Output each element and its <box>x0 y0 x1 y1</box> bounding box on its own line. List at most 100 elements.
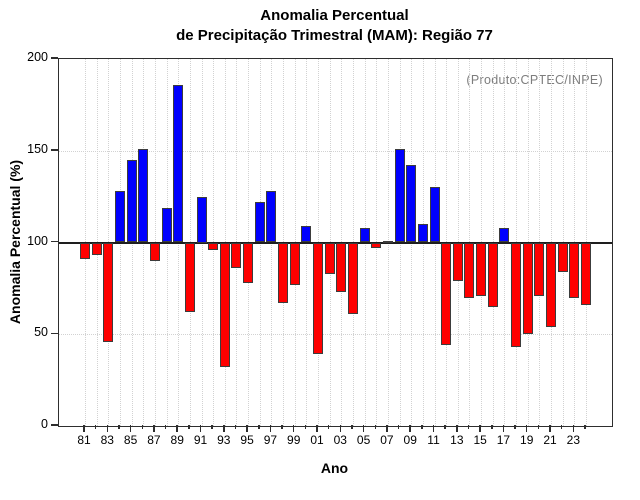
x-tick <box>118 425 120 429</box>
baseline-100 <box>59 241 612 244</box>
x-tick <box>584 425 586 429</box>
x-tick-label: 09 <box>403 433 417 447</box>
x-tick-label: 13 <box>450 433 464 447</box>
x-tick <box>129 425 132 432</box>
bar-13 <box>452 242 463 282</box>
x-tick <box>94 425 97 429</box>
bar-90 <box>184 242 195 313</box>
bar-83 <box>103 242 114 342</box>
bar-18 <box>511 242 522 348</box>
bar-84 <box>114 191 125 243</box>
x-tick-label: 11 <box>427 433 440 447</box>
x-tick-label: 19 <box>520 433 534 447</box>
y-tick <box>51 240 58 243</box>
x-tick <box>176 425 178 432</box>
x-tick <box>549 425 551 432</box>
x-tick-label: 85 <box>123 433 138 447</box>
x-tick <box>467 425 470 429</box>
x-tick <box>258 425 260 429</box>
x-tick <box>292 425 295 432</box>
x-tick-label: 97 <box>263 433 278 447</box>
y-tick-label: 50 <box>34 325 48 340</box>
y-tick <box>51 332 58 334</box>
y-tick-label: 150 <box>27 141 48 156</box>
bar-81 <box>80 242 90 259</box>
bar-05 <box>359 227 370 243</box>
x-tick <box>351 425 353 429</box>
x-tick <box>339 425 342 432</box>
x-tick-label: 03 <box>333 433 347 447</box>
bar-01 <box>313 242 324 355</box>
x-tick <box>444 425 446 429</box>
x-tick <box>421 425 423 429</box>
x-tick-label: 15 <box>473 433 487 447</box>
x-tick-label: 89 <box>170 433 184 447</box>
x-tick <box>374 425 377 429</box>
x-tick-label: 17 <box>496 433 511 447</box>
y-tick-label: 0 <box>41 417 48 431</box>
x-tick-label: 21 <box>543 433 557 447</box>
x-tick <box>281 425 283 429</box>
x-tick-label: 23 <box>566 433 580 447</box>
x-tick-label: 87 <box>147 433 161 447</box>
bar-20 <box>534 242 545 296</box>
y-tick-label: 100 <box>27 233 48 248</box>
chart-title-line1: Anomalia Percentual <box>260 7 409 24</box>
x-tick <box>479 425 481 432</box>
x-tick <box>246 425 248 432</box>
bar-03 <box>336 242 347 293</box>
y-tick-label: 200 <box>27 50 48 64</box>
x-tick-label: 91 <box>193 433 208 447</box>
bar-04 <box>347 242 358 315</box>
x-tick <box>83 425 85 432</box>
bar-85 <box>126 159 137 243</box>
bar-88 <box>161 207 172 243</box>
bar-14 <box>464 242 475 298</box>
y-tick <box>51 149 58 151</box>
bar-17 <box>499 227 510 243</box>
bar-24 <box>580 242 591 305</box>
x-tick <box>572 425 575 432</box>
bar-97 <box>266 191 277 243</box>
y-tick <box>51 57 58 59</box>
x-tick <box>537 425 540 429</box>
bar-02 <box>324 242 335 274</box>
x-tick <box>456 425 458 432</box>
x-tick-label: 83 <box>100 433 114 447</box>
x-tick <box>560 425 563 429</box>
bar-07 <box>382 240 393 243</box>
x-tick <box>153 425 155 432</box>
x-tick-label: 07 <box>380 433 394 447</box>
bar-94 <box>231 242 242 269</box>
x-tick <box>269 425 272 432</box>
bar-82 <box>91 242 102 256</box>
bar-10 <box>417 224 428 243</box>
x-tick <box>397 425 400 429</box>
bar-96 <box>254 202 265 243</box>
plot-area: (Produto:CPTEC/INPE) <box>58 58 613 427</box>
h-gridline <box>59 150 612 152</box>
bar-15 <box>476 242 487 296</box>
chart-title-line2: de Precipitação Trimestral (MAM): Região… <box>176 27 493 44</box>
bar-98 <box>278 242 289 304</box>
x-tick <box>514 425 516 429</box>
x-tick-label: 93 <box>217 433 231 447</box>
bar-09 <box>406 165 417 243</box>
bar-91 <box>196 196 207 243</box>
x-tick <box>409 425 411 432</box>
x-tick <box>362 425 365 432</box>
bar-93 <box>219 242 230 368</box>
bar-21 <box>546 242 557 327</box>
producer-annotation: (Produto:CPTEC/INPE) <box>466 73 603 87</box>
bar-08 <box>394 148 405 243</box>
x-tick <box>304 425 307 429</box>
bar-11 <box>429 187 440 243</box>
x-tick <box>211 425 213 429</box>
x-axis-label: Ano <box>320 460 349 476</box>
x-tick <box>491 425 493 429</box>
x-tick <box>386 425 388 432</box>
x-tick <box>432 425 435 432</box>
bar-23 <box>569 242 580 298</box>
x-tick-label: 81 <box>77 433 91 447</box>
